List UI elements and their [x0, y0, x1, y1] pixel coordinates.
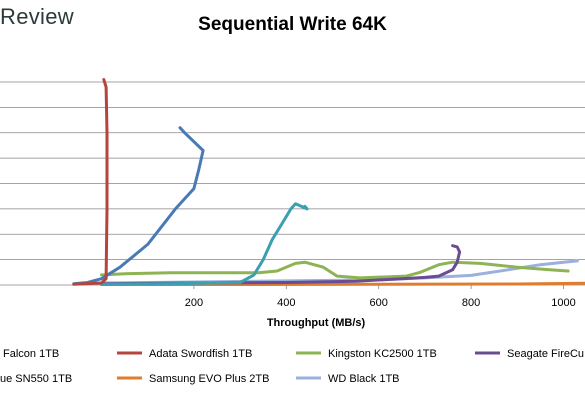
grid-layer	[0, 81, 585, 286]
legend-label: Kingston KC2500 1TB	[328, 348, 437, 360]
legend-label: Adata Swordfish 1TB	[149, 348, 252, 360]
x-tick-label: 800	[462, 297, 480, 309]
series-layer	[72, 78, 585, 286]
series-line	[72, 78, 109, 286]
x-axis-label: Throughput (MB/s)	[267, 317, 366, 329]
x-tick-label: 200	[185, 297, 203, 309]
legend-label: Falcon 1TB	[3, 348, 59, 360]
legend-label: WD Black 1TB	[328, 373, 400, 385]
x-tick-label: 1000	[551, 297, 575, 309]
x-tick-labels: 200400600800100012001400	[185, 297, 576, 309]
x-tick-label: 400	[277, 297, 295, 309]
legend-label: Seagate FireCu	[507, 348, 584, 360]
site-logo: Review	[0, 4, 74, 29]
series-line	[100, 202, 309, 286]
legend: Falcon 1TB Adata Swordfish 1TB Kingston KC…	[0, 348, 584, 385]
series-line	[100, 244, 462, 286]
series-line	[100, 281, 585, 286]
series-line	[72, 126, 205, 286]
legend-label: ue SN550 1TB	[0, 373, 72, 385]
chart-title: Sequential Write 64K	[198, 14, 387, 35]
x-tick-label: 600	[370, 297, 388, 309]
legend-label: Samsung EVO Plus 2TB	[149, 373, 269, 385]
series-line	[100, 260, 570, 280]
